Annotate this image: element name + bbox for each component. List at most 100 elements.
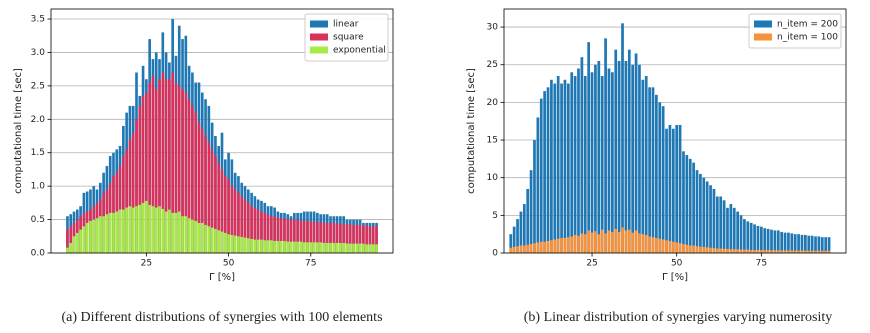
bar [371,244,375,253]
bar [570,236,574,253]
bar [102,216,105,253]
bar [270,240,273,253]
bar [688,158,692,253]
bar [793,234,797,253]
bar [580,57,584,253]
bar [509,234,513,253]
bar [739,249,743,253]
bar [256,239,260,253]
bar [560,237,563,253]
bar [715,196,719,253]
bar [617,231,621,253]
bar [345,243,349,253]
bar [293,241,296,253]
bar [348,243,352,253]
bar [270,216,273,253]
bar [358,224,362,253]
bar [214,228,217,253]
bar [204,224,207,253]
bar [631,232,635,253]
bar [75,232,79,253]
bar [766,228,770,253]
bar [217,230,221,253]
bar [194,112,198,253]
bar [787,232,790,253]
y-tick-label: 0.0 [31,249,46,259]
bar [125,207,128,253]
bar [240,236,244,253]
bar [573,76,577,253]
bar [722,200,726,253]
bar [699,173,702,253]
bar [709,185,712,253]
y-tick-label: 1.5 [31,148,45,158]
bar [526,244,530,253]
bar [122,209,125,253]
bar [217,162,221,253]
bar [509,247,513,253]
legend-label: exponential [333,46,386,56]
bar [312,221,316,253]
bar [339,242,342,253]
bar [539,241,543,253]
bar [85,222,89,253]
y-axis-label: computational time [sec] [13,68,24,194]
bar [668,124,672,253]
bar [573,234,577,253]
caption: (b) Linear distribution of synergies var… [524,310,832,325]
bar [526,188,530,253]
bar [138,204,142,253]
bar [191,105,194,253]
chart: 0 5 10 15 20 25 30 25 50 75 Γ [%] computational tim… [466,8,847,325]
bar [563,79,567,253]
bar [375,226,378,253]
bar [296,219,299,253]
bar [362,243,365,253]
bar [529,170,533,253]
legend-label: square [333,33,364,43]
bar [263,240,267,253]
bar [719,248,723,253]
x-axis-label: Γ [%] [662,272,688,283]
bar [614,49,618,253]
bar [797,250,800,253]
bar [600,229,604,253]
bar [587,42,591,253]
bar [658,238,662,253]
bar [546,240,550,253]
caption: (a) Different distributions of synergies… [61,310,382,325]
bar [128,206,132,253]
y-tick-label: 30 [487,23,499,33]
bar [604,233,607,253]
bar [516,246,519,253]
bar [817,250,821,253]
bar [362,225,365,253]
bar [299,241,303,253]
bar [533,140,536,253]
bar [306,242,309,253]
bar [739,215,743,253]
bar [621,227,624,253]
x-tick-label: 75 [305,259,316,269]
bar [246,202,250,253]
bar [289,241,293,253]
bar [705,181,709,253]
bar [371,226,375,253]
bar [293,219,296,253]
bar [539,98,543,254]
bar [780,250,784,253]
bar [651,237,655,253]
bar [719,196,723,253]
bar [817,236,821,253]
bar [263,212,267,253]
bar [151,75,155,254]
bar [273,240,276,253]
bar [807,235,811,253]
bar [214,156,217,253]
bar [112,212,115,253]
bar [237,236,240,253]
bar [814,236,817,253]
bar [634,230,638,253]
bar [590,72,594,253]
bar [759,226,763,253]
